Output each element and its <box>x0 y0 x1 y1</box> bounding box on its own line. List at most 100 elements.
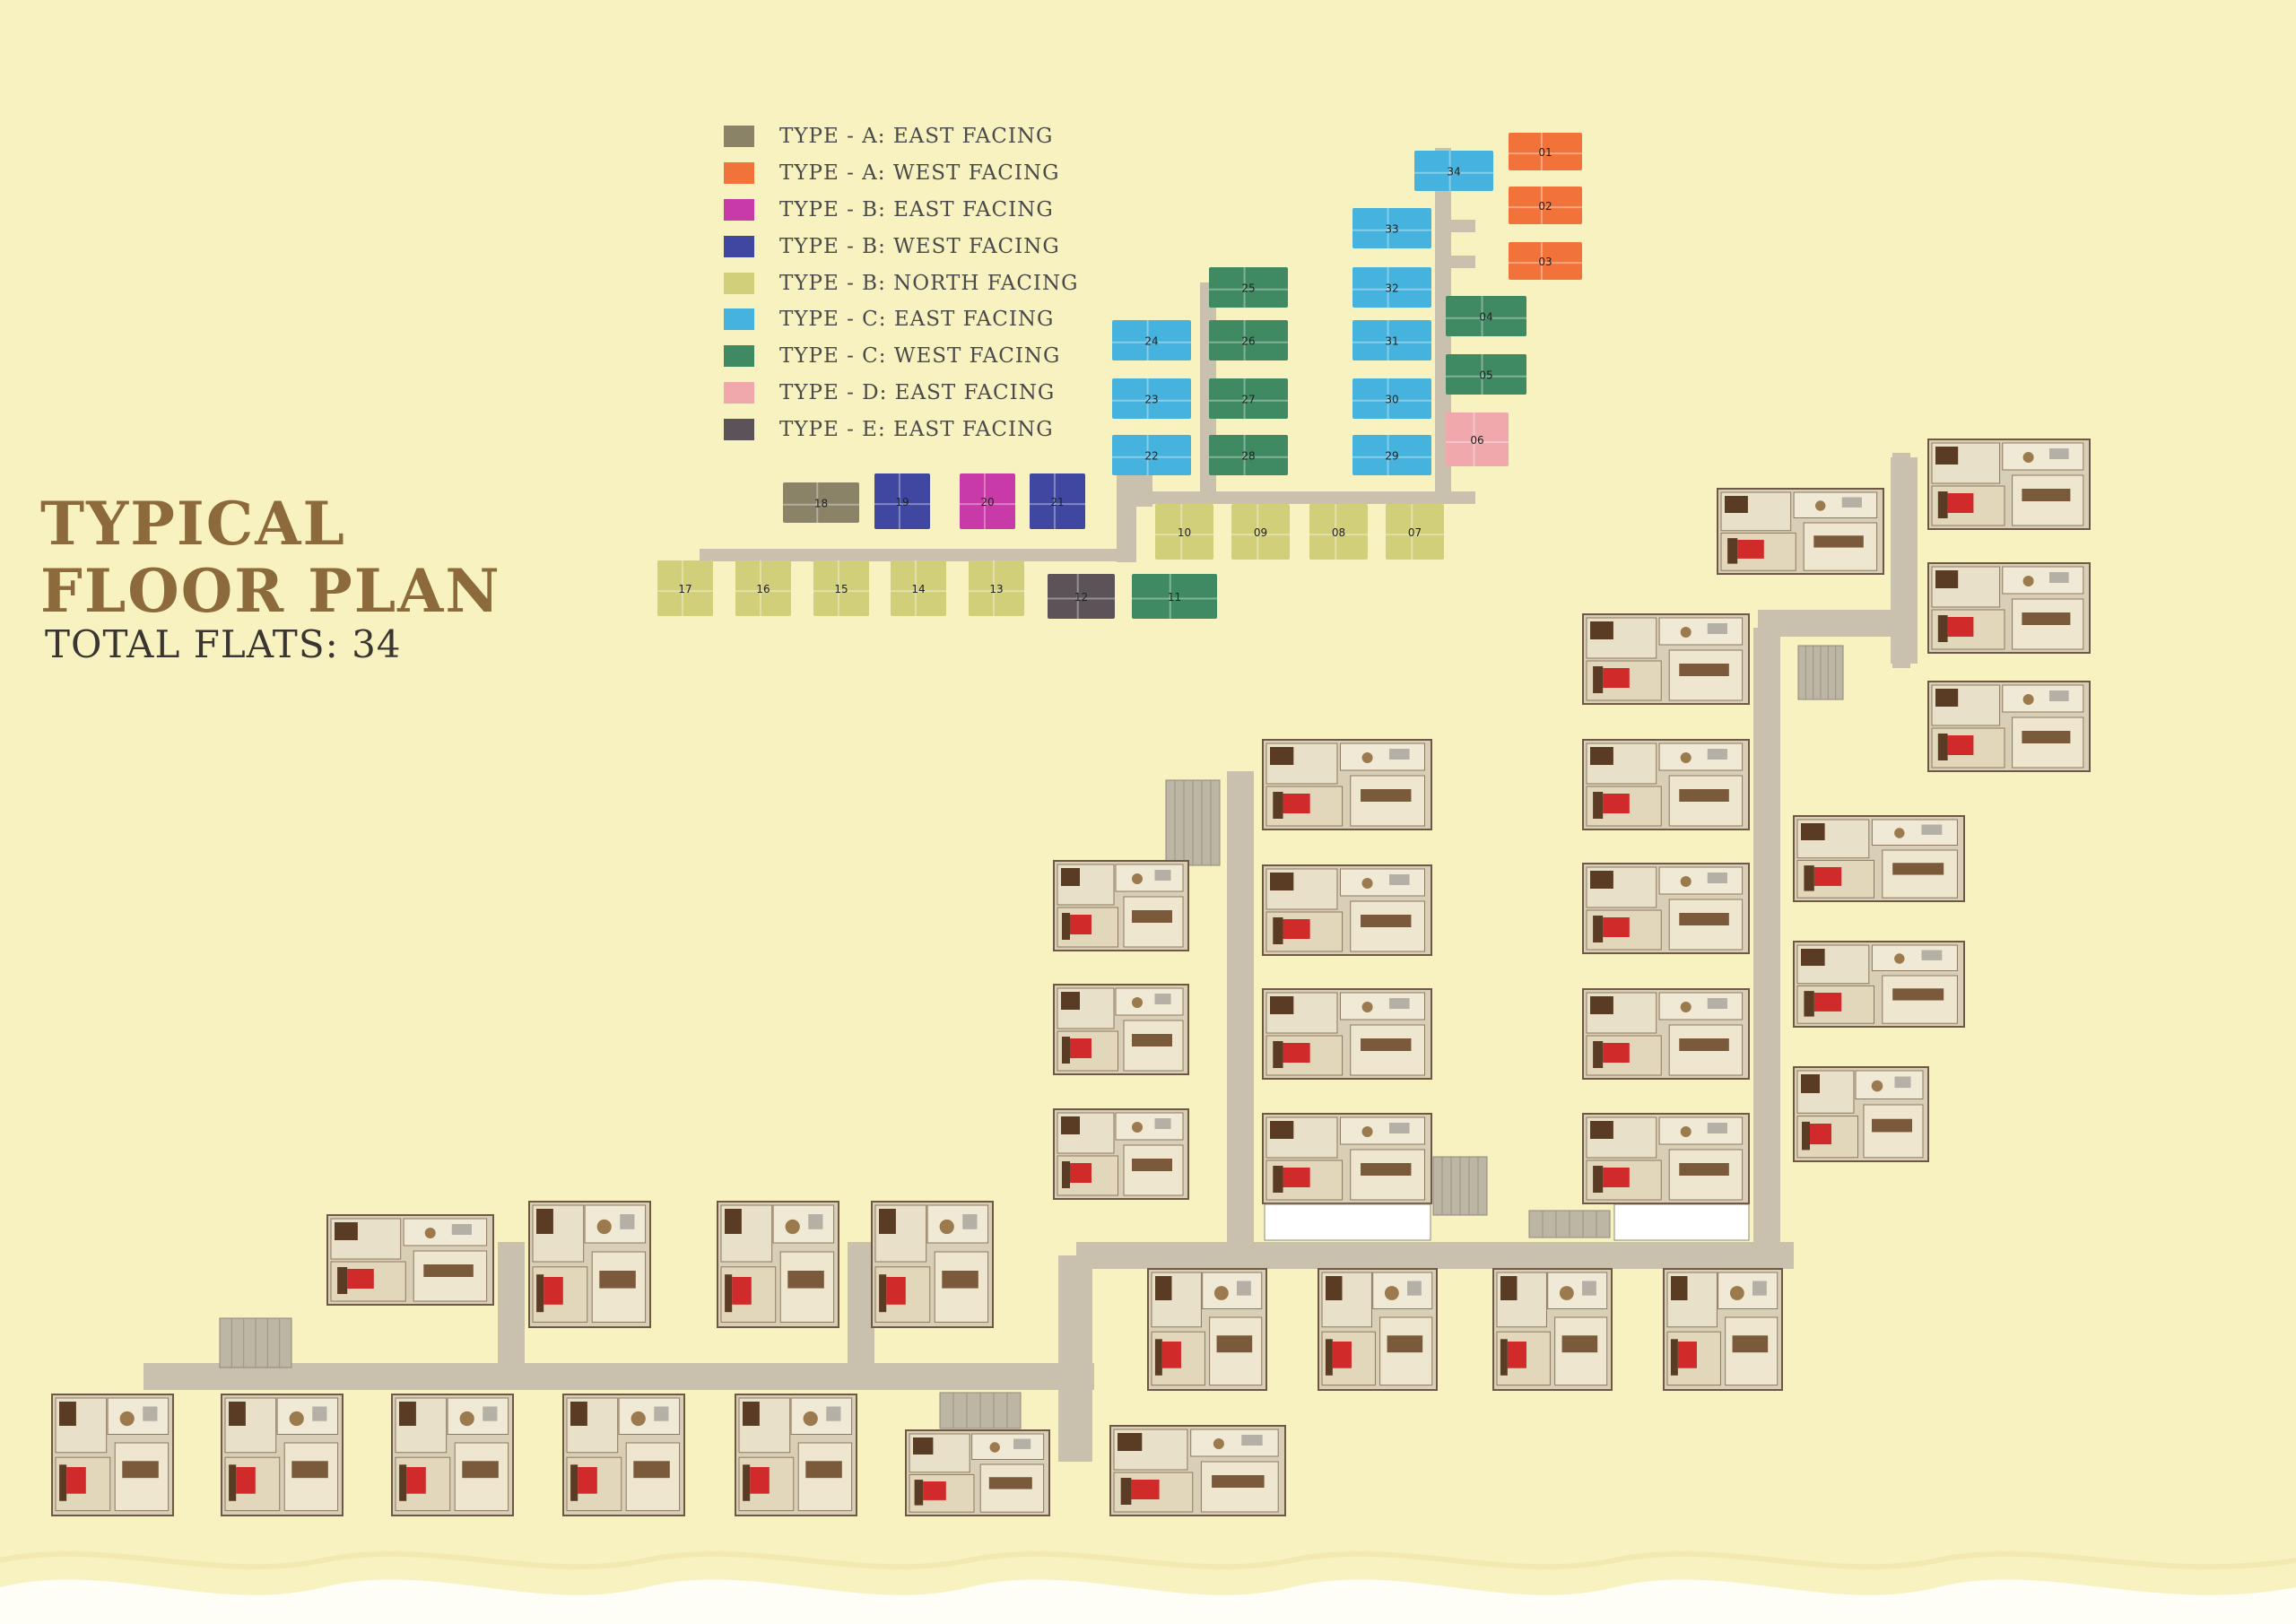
flat-unit <box>1717 488 1884 575</box>
keyplan-unit-number: 02 <box>1538 200 1552 213</box>
flat-unit <box>1793 941 1965 1028</box>
legend-swatch <box>724 345 754 368</box>
legend-label: TYPE - D: EAST FACING <box>779 380 1056 404</box>
corridor <box>1758 610 1901 637</box>
legend-item: TYPE - A: WEST FACING <box>724 155 1079 192</box>
flat-unit <box>1147 1268 1267 1391</box>
keyplan-unit: 31 <box>1352 320 1431 360</box>
utility-band <box>1264 1203 1431 1241</box>
legend-item: TYPE - D: EAST FACING <box>724 375 1079 412</box>
keyplan-unit-number: 32 <box>1385 282 1398 295</box>
stair-block <box>1432 1156 1488 1216</box>
keyplan-unit: 33 <box>1352 208 1431 248</box>
keyplan-unit: 32 <box>1352 267 1431 308</box>
keyplan-unit-number: 06 <box>1470 434 1483 447</box>
stair-block <box>1165 779 1221 866</box>
keyplan-unit-number: 30 <box>1385 394 1398 406</box>
keyplan-corridor <box>1126 491 1475 504</box>
keyplan-unit: 30 <box>1352 378 1431 419</box>
keyplan-unit-number: 07 <box>1408 526 1422 539</box>
keyplan-unit: 19 <box>874 473 930 529</box>
legend-label: TYPE - C: WEST FACING <box>779 344 1061 369</box>
legend-label: TYPE - A: EAST FACING <box>779 125 1054 149</box>
keyplan-unit: 17 <box>657 560 713 616</box>
keyplan-unit: 06 <box>1446 413 1509 466</box>
keyplan-unit: 14 <box>891 560 946 616</box>
keyplan-unit-number: 03 <box>1538 256 1552 268</box>
keyplan-unit-number: 10 <box>1178 526 1191 539</box>
legend-swatch <box>724 235 754 257</box>
utility-band <box>1613 1203 1750 1241</box>
legend-label: TYPE - B: WEST FACING <box>779 234 1060 258</box>
flat-unit <box>735 1394 857 1516</box>
keyplan-unit: 01 <box>1509 133 1582 170</box>
keyplan-unit: 23 <box>1112 378 1191 419</box>
keyplan-unit-number: 13 <box>989 583 1003 595</box>
legend-item: TYPE - C: EAST FACING <box>724 301 1079 338</box>
keyplan-unit-number: 14 <box>911 583 925 595</box>
keyplan-unit: 12 <box>1048 574 1115 619</box>
stair-block <box>939 1392 1022 1429</box>
keyplan-unit: 10 <box>1155 504 1213 560</box>
total-flats-label: TOTAL FLATS: 34 <box>45 622 402 666</box>
corridor <box>144 1363 1094 1390</box>
flat-unit <box>1053 860 1189 951</box>
legend-item: TYPE - E: EAST FACING <box>724 411 1079 447</box>
keyplan-unit-number: 18 <box>814 498 828 510</box>
flat-unit <box>1053 984 1189 1075</box>
keyplan-unit-number: 12 <box>1074 591 1088 604</box>
corridor <box>1058 1255 1092 1462</box>
flat-unit <box>1793 1066 1929 1162</box>
legend-item: TYPE - C: WEST FACING <box>724 338 1079 375</box>
keyplan-unit-number: 26 <box>1241 335 1255 348</box>
keyplan-unit: 25 <box>1209 267 1288 308</box>
keyplan-unit: 05 <box>1446 354 1526 395</box>
flat-unit <box>1262 739 1432 830</box>
keyplan-unit-number: 28 <box>1241 450 1255 463</box>
flat-unit <box>1582 863 1750 954</box>
flat-unit <box>1262 864 1432 956</box>
keyplan-unit: 27 <box>1209 378 1288 419</box>
keyplan-unit: 18 <box>783 482 859 523</box>
stair-block <box>219 1317 292 1368</box>
keyplan-unit: 16 <box>735 560 791 616</box>
keyplan-unit-number: 29 <box>1385 450 1398 463</box>
keyplan-corridor <box>1448 220 1475 232</box>
corridor <box>1227 771 1254 1255</box>
legend-label: TYPE - C: EAST FACING <box>779 308 1055 332</box>
keyplan-unit-number: 21 <box>1050 496 1064 508</box>
keyplan-corridor <box>700 549 1130 561</box>
keyplan-unit: 29 <box>1352 435 1431 475</box>
legend-label: TYPE - B: NORTH FACING <box>779 271 1079 295</box>
keyplan-corridor <box>1448 256 1475 268</box>
keyplan-unit-number: 34 <box>1447 166 1460 178</box>
flat-unit <box>1582 739 1750 830</box>
keyplan-corridor <box>1117 498 1136 562</box>
corridor <box>1076 1242 1794 1269</box>
flat-unit <box>1492 1268 1613 1391</box>
flat-unit <box>1927 681 2091 772</box>
stair-block <box>1528 1210 1611 1238</box>
flat-unit <box>326 1214 494 1306</box>
keyplan-unit-number: 08 <box>1332 526 1345 539</box>
flat-unit <box>51 1394 174 1516</box>
corridor <box>848 1242 874 1376</box>
legend-swatch <box>724 308 754 331</box>
keyplan-unit: 03 <box>1509 242 1582 280</box>
stair-block <box>1797 645 1844 700</box>
corridor <box>1753 628 1780 1255</box>
keyplan-unit-number: 01 <box>1538 146 1552 159</box>
legend-item: TYPE - B: WEST FACING <box>724 228 1079 265</box>
corridor <box>498 1242 525 1376</box>
keyplan-unit: 21 <box>1030 473 1085 529</box>
keyplan-unit: 08 <box>1309 504 1368 560</box>
legend-label: TYPE - A: WEST FACING <box>779 161 1060 186</box>
unit-type-legend: TYPE - A: EAST FACING TYPE - A: WEST FAC… <box>724 118 1079 447</box>
legend-item: TYPE - B: NORTH FACING <box>724 265 1079 301</box>
flat-unit <box>1793 815 1965 902</box>
legend-swatch <box>724 381 754 404</box>
keyplan-unit-number: 33 <box>1385 223 1398 236</box>
keyplan-unit-number: 22 <box>1144 450 1158 463</box>
keyplan-unit-number: 15 <box>834 583 848 595</box>
